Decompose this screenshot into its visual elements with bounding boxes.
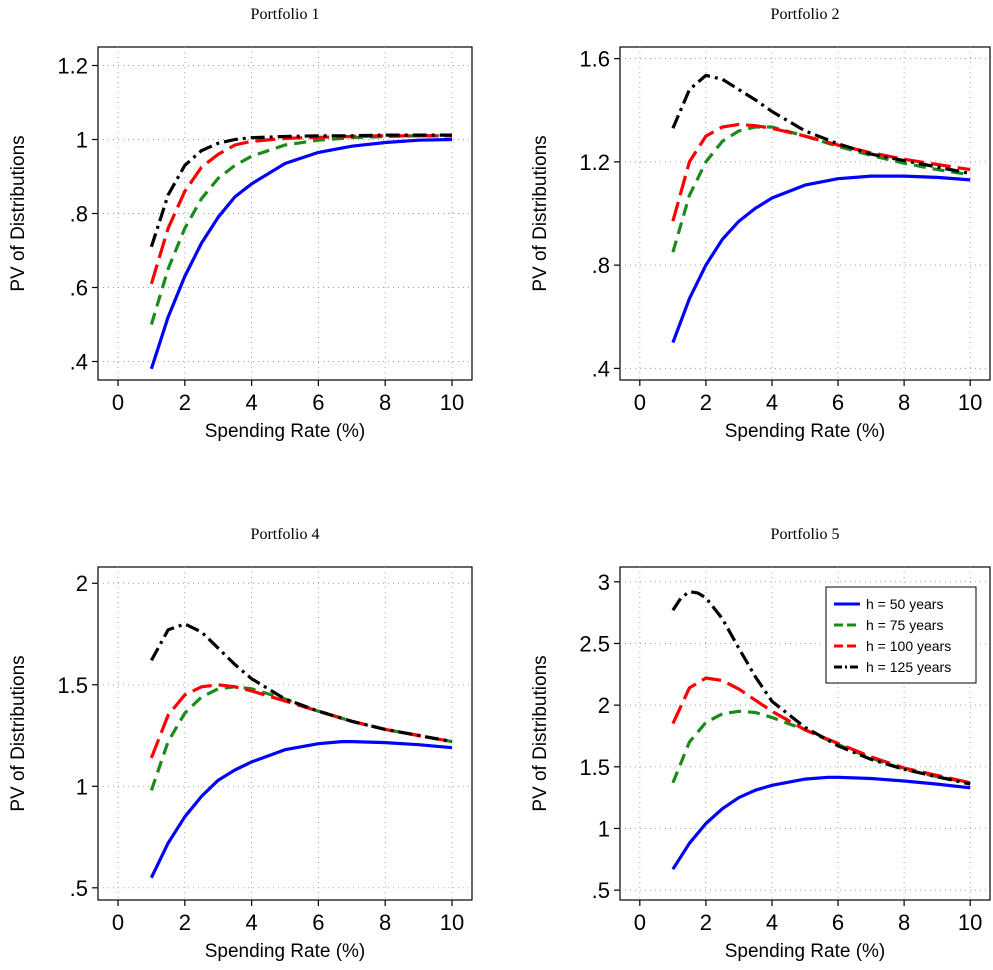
plot-frame — [619, 46, 991, 381]
y-tick-label: .4 — [70, 350, 88, 375]
chart-title: Portfolio 1 — [251, 6, 320, 23]
series-line-1 — [149, 739, 453, 879]
x-tick-label: 6 — [312, 910, 324, 935]
chart-panel-2: 0 2 4 6 8 10 .4 .8 1.2 1.6 Portfolio 2 Spending Rat… — [530, 6, 991, 442]
legend-label-2: h = 75 years — [866, 617, 943, 633]
series-line-4 — [671, 590, 971, 786]
chart-panel-4: 0 2 4 6 8 10 .5 1 1.5 2 2.5 3 Portfolio 5 Spending Ra… — [530, 526, 991, 962]
x-tick-label: 10 — [440, 390, 464, 415]
series-line-1 — [671, 775, 971, 871]
x-tick-label: 2 — [700, 390, 712, 415]
series-line-4 — [149, 622, 453, 744]
y-tick-label: 1.6 — [579, 47, 610, 72]
y-tick-label: .6 — [70, 276, 88, 301]
plot-frame — [97, 566, 473, 901]
x-tick-label: 8 — [898, 910, 910, 935]
plot-frame — [97, 46, 473, 381]
x-axis-label: Spending Rate (%) — [725, 941, 886, 962]
chart-title: Portfolio 4 — [251, 526, 320, 543]
series-line-2 — [671, 125, 971, 253]
y-axis-label: PV of Distributions — [530, 655, 551, 811]
x-tick-label: 2 — [700, 910, 712, 935]
y-tick-label: .4 — [592, 356, 610, 381]
x-tick-label: 8 — [898, 390, 910, 415]
series-line-4 — [671, 73, 971, 176]
y-axis-label: PV of Distributions — [8, 655, 29, 811]
legend-label-4: h = 125 years — [866, 659, 951, 675]
x-tick-label: 6 — [832, 910, 844, 935]
chart-title: Portfolio 5 — [771, 526, 840, 543]
x-tick-label: 2 — [179, 390, 191, 415]
x-axis-label: Spending Rate (%) — [205, 421, 366, 442]
x-tick-label: 8 — [379, 390, 391, 415]
y-tick-label: .5 — [592, 878, 610, 903]
x-axis-label: Spending Rate (%) — [725, 421, 886, 442]
y-tick-label: 1 — [76, 128, 88, 153]
y-tick-label: 1.2 — [579, 150, 610, 175]
series-line-2 — [149, 134, 452, 325]
series-line-1 — [671, 174, 971, 344]
x-tick-label: 4 — [245, 390, 257, 415]
series-line-3 — [671, 122, 971, 222]
chart-panel-1: 0 2 4 6 8 10 .4 .6 .8 1 1.2 Portfolio 1 Spending Rat… — [8, 6, 473, 442]
y-tick-label: 1.2 — [57, 54, 88, 79]
y-tick-label: 1.5 — [579, 755, 610, 780]
x-tick-label: 4 — [245, 910, 257, 935]
series-line-3 — [671, 676, 971, 785]
y-tick-label: 2.5 — [579, 631, 610, 656]
series-line-2 — [149, 685, 453, 791]
y-tick-label: .8 — [70, 202, 88, 227]
x-tick-label: 4 — [766, 910, 778, 935]
y-tick-label: .8 — [592, 253, 610, 278]
y-axis-label: PV of Distributions — [530, 135, 551, 291]
legend-label-3: h = 100 years — [866, 638, 951, 654]
series-line-2 — [671, 709, 971, 785]
x-tick-label: 2 — [179, 910, 191, 935]
x-tick-label: 6 — [832, 390, 844, 415]
series-line-4 — [149, 133, 452, 248]
y-tick-label: 1 — [76, 774, 88, 799]
x-tick-label: 10 — [958, 390, 982, 415]
legend: h = 50 years h = 75 years h = 100 years h =… — [825, 586, 977, 684]
x-tick-label: 10 — [440, 910, 464, 935]
y-tick-label: 1.5 — [57, 673, 88, 698]
x-tick-label: 10 — [958, 910, 982, 935]
x-tick-label: 0 — [634, 910, 646, 935]
chart-title: Portfolio 2 — [771, 6, 840, 23]
y-tick-label: 2 — [598, 693, 610, 718]
series-line-1 — [149, 137, 453, 370]
x-axis-label: Spending Rate (%) — [205, 941, 366, 962]
y-axis-label: PV of Distributions — [8, 135, 29, 291]
x-tick-label: 6 — [312, 390, 324, 415]
x-tick-label: 0 — [634, 390, 646, 415]
x-tick-label: 0 — [112, 910, 124, 935]
y-tick-label: .5 — [70, 876, 88, 901]
series-line-3 — [149, 134, 452, 285]
chart-panel-3: 0 2 4 6 8 10 .5 1 1.5 2 Portfolio 4 Spending Rate (… — [8, 526, 473, 962]
x-tick-label: 8 — [379, 910, 391, 935]
x-tick-label: 4 — [766, 390, 778, 415]
y-tick-label: 3 — [598, 570, 610, 595]
y-tick-label: 1 — [598, 816, 610, 841]
legend-label-1: h = 50 years — [866, 596, 943, 612]
x-tick-label: 0 — [112, 390, 124, 415]
y-tick-label: 2 — [76, 571, 88, 596]
plot-frame — [619, 566, 991, 901]
